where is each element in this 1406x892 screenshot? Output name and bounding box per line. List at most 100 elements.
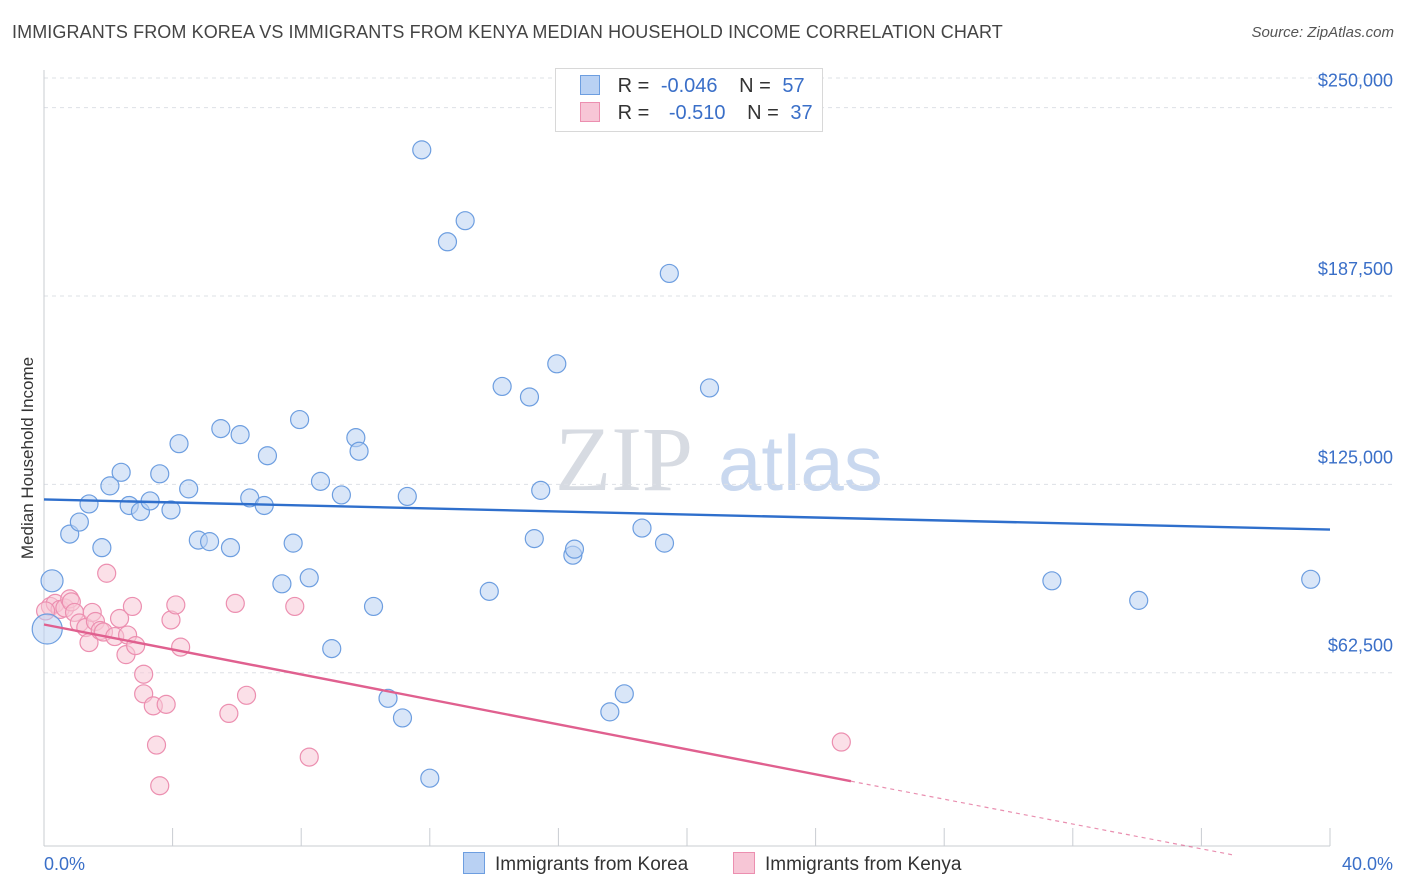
korea-point-40 (479, 581, 499, 601)
korea-point-38 (437, 232, 458, 252)
korea-point-6 (100, 476, 120, 496)
korea-point-25 (289, 409, 310, 430)
korea-point-3 (69, 512, 89, 532)
kenya-point-16 (109, 608, 130, 629)
kenya-n-value: 37 (790, 102, 813, 124)
korea-point-34 (392, 708, 413, 728)
korea-r-label: R = (617, 75, 650, 97)
korea-point-48 (600, 702, 620, 722)
kenya-point-25 (150, 776, 170, 796)
korea-point-37 (420, 768, 440, 788)
korea-point-39 (455, 211, 475, 231)
korea-point-49 (614, 684, 634, 704)
korea-point-24 (283, 533, 303, 553)
kenya-point-32 (236, 685, 257, 705)
korea-swatch (580, 75, 600, 95)
korea-point-7 (111, 462, 131, 482)
korea-point-5 (92, 538, 112, 558)
kenya-point-20 (126, 635, 146, 656)
korea-point-52 (659, 263, 679, 284)
y-tick-label-1: $125,000 (1318, 447, 1393, 467)
korea-point-35 (397, 486, 417, 507)
y-tick-label-3: $250,000 (1318, 71, 1393, 91)
kenya-point-31 (225, 593, 245, 614)
kenya-r-value: -0.510 (668, 102, 726, 124)
x-tick-label-1: 40.0% (1342, 854, 1393, 874)
legend-item-korea: Immigrants from Korea (463, 852, 688, 876)
korea-point-11 (150, 464, 170, 484)
axis-labels: $62,500 $125,000 $187,500 $250,000 0.0% 40.0%… (18, 71, 1393, 874)
korea-point-14 (179, 479, 199, 499)
korea-point-16 (199, 532, 220, 552)
korea-point-19 (230, 425, 250, 445)
axes (43, 70, 1331, 847)
kenya-legend-label: Immigrants from Kenya (765, 854, 962, 875)
y-tick-label-0: $62,500 (1328, 636, 1393, 656)
x-tick-label-0: 0.0% (44, 854, 85, 874)
legend-item-kenya: Immigrants from Kenya (733, 852, 961, 876)
korea-point-51 (654, 533, 675, 553)
legend-row-korea: R = -0.046 N = 57 (580, 75, 805, 99)
kenya-swatch (580, 102, 600, 122)
korea-point-55 (1129, 590, 1149, 610)
korea-point-53 (699, 378, 720, 398)
korea-n-value: 57 (782, 75, 805, 97)
kenya-point-19 (122, 596, 143, 617)
korea-point-32 (363, 596, 384, 617)
source-credit: Source: ZipAtlas.com (1251, 24, 1394, 41)
kenya-legend-swatch (733, 852, 755, 874)
korea-point-41 (492, 376, 512, 397)
korea-point-50 (632, 518, 652, 538)
korea-point-26 (299, 568, 319, 588)
korea-point-44 (531, 480, 551, 500)
legend-row-kenya: R = -0.510 N = 37 (580, 102, 813, 126)
chart-title: IMMIGRANTS FROM KOREA VS IMMIGRANTS FROM… (12, 22, 1003, 42)
korea-trend-line (43, 498, 1331, 531)
korea-point-29 (331, 485, 351, 505)
korea-point-1 (31, 613, 63, 645)
korea-point-47 (564, 539, 585, 559)
korea-point-0 (40, 569, 64, 593)
kenya-point-33 (285, 596, 305, 617)
korea-point-12 (161, 500, 181, 520)
korea-point-22 (257, 446, 278, 466)
kenya-point-35 (831, 732, 851, 752)
korea-point-27 (310, 471, 331, 491)
korea-point-54 (1042, 571, 1062, 591)
korea-r-value: -0.046 (660, 75, 718, 97)
kenya-point-28 (166, 595, 186, 615)
korea-point-36 (412, 140, 432, 160)
correlation-legend: R = -0.046 N = 57 R = -0.510 N = 37 (555, 68, 823, 132)
grid-lines (44, 77, 1392, 674)
kenya-n-label: N = (747, 102, 779, 124)
korea-legend-label: Immigrants from Korea (495, 854, 689, 875)
watermark: ZIP atlas (555, 408, 883, 510)
kenya-point-30 (219, 703, 239, 724)
korea-point-28 (322, 639, 342, 659)
korea-point-13 (169, 434, 189, 454)
korea-point-23 (272, 574, 292, 594)
kenya-point-34 (299, 747, 319, 767)
korea-point-31 (349, 441, 369, 461)
korea-point-56 (1301, 569, 1321, 589)
kenya-point-14 (97, 563, 117, 583)
korea-point-17 (211, 419, 231, 439)
korea-point-45 (547, 354, 567, 374)
y-tick-label-2: $187,500 (1318, 259, 1393, 279)
kenya-r-label: R = (617, 102, 650, 124)
korea-point-42 (519, 387, 540, 407)
watermark-zip: ZIP (555, 408, 693, 510)
kenya-point-24 (146, 735, 167, 755)
y-axis-label: Median Household Income (18, 357, 37, 559)
korea-point-33 (378, 688, 398, 708)
korea-n-label: N = (739, 75, 771, 97)
series-legend: Immigrants from Korea Immigrants from Ke… (0, 852, 1406, 878)
kenya-points (36, 563, 851, 796)
korea-point-4 (79, 494, 99, 514)
kenya-trend-line (43, 623, 852, 783)
korea-point-43 (524, 529, 544, 549)
watermark-atlas: atlas (718, 419, 883, 507)
kenya-point-21 (134, 664, 154, 684)
korea-legend-swatch (463, 852, 485, 874)
